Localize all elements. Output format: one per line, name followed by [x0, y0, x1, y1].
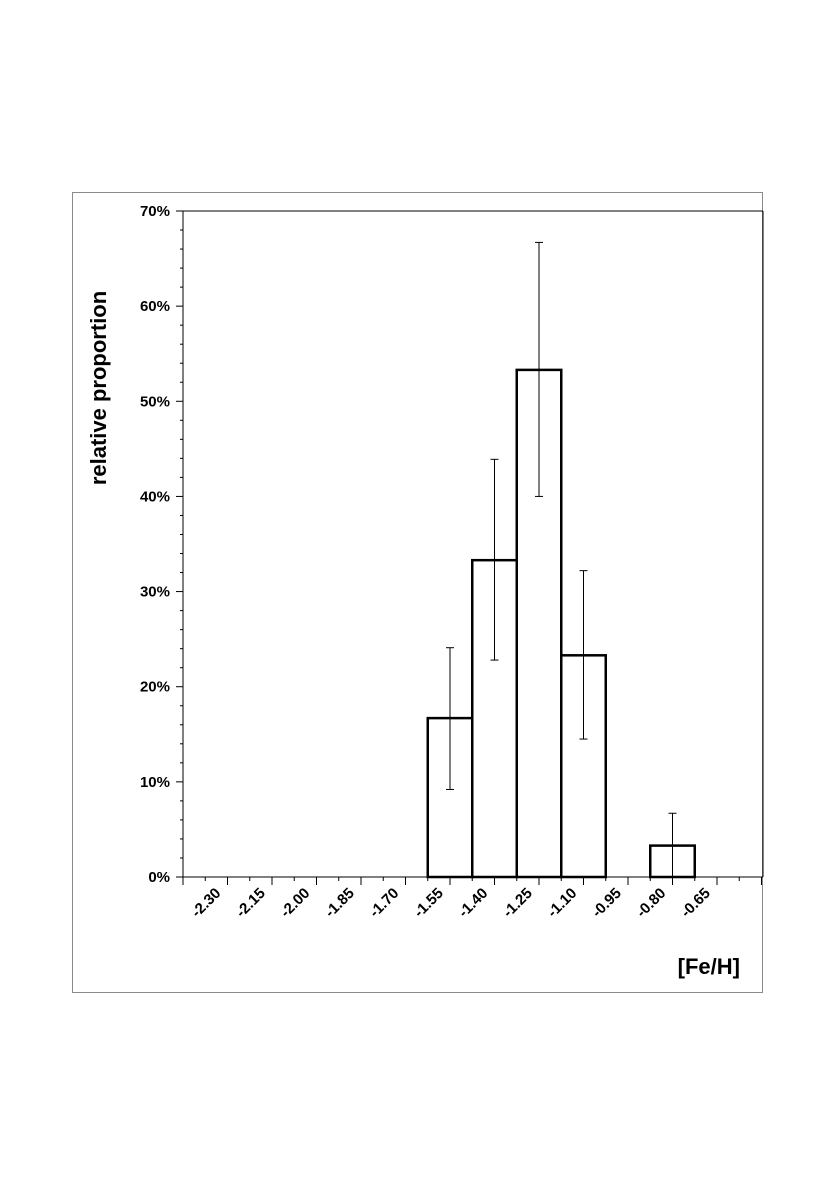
x-tick-label: -2.15 — [233, 885, 269, 921]
error-bar — [490, 458, 499, 661]
x-tick-label: -1.55 — [411, 885, 447, 921]
y-tick-label: 0% — [148, 869, 170, 886]
bars — [426, 368, 696, 879]
x-tick-label: -1.25 — [500, 885, 536, 921]
x-tick-label: -1.10 — [544, 885, 580, 921]
y-tick-label: 30% — [140, 584, 170, 601]
x-tick-label: -0.95 — [589, 885, 625, 921]
y-tick-label: 40% — [140, 488, 170, 505]
error-bars — [446, 241, 677, 878]
x-axis-title: [Fe/H] — [678, 954, 740, 979]
y-axis-title: relative proportion — [86, 291, 111, 485]
y-tick-label: 60% — [140, 298, 170, 315]
y-tick-label: 10% — [140, 774, 170, 791]
error-bar — [535, 241, 543, 497]
x-tick-label: -1.70 — [366, 885, 402, 921]
x-tick-label: -2.00 — [277, 885, 313, 921]
x-axis: -2.30 -2.15 -2.00 -1.85 -1.70 -1.55 -1.40 -1.25… — [182, 876, 763, 921]
x-tick-label: -1.40 — [455, 885, 491, 921]
x-tick-label: -2.30 — [188, 885, 224, 921]
x-tick-label: -0.65 — [678, 885, 714, 921]
plot-area — [183, 210, 764, 877]
y-tick-label: 70% — [140, 203, 170, 220]
y-axis: 0% 10% 20% 30% 40% 50% 60% 70% — [140, 203, 184, 886]
y-tick-label: 50% — [140, 393, 170, 410]
x-tick-label: -0.80 — [633, 885, 669, 921]
error-bar — [668, 812, 677, 878]
error-bar — [446, 647, 454, 790]
error-bar — [579, 570, 588, 740]
x-tick-label: -1.85 — [322, 885, 358, 921]
y-tick-label: 20% — [140, 679, 170, 696]
